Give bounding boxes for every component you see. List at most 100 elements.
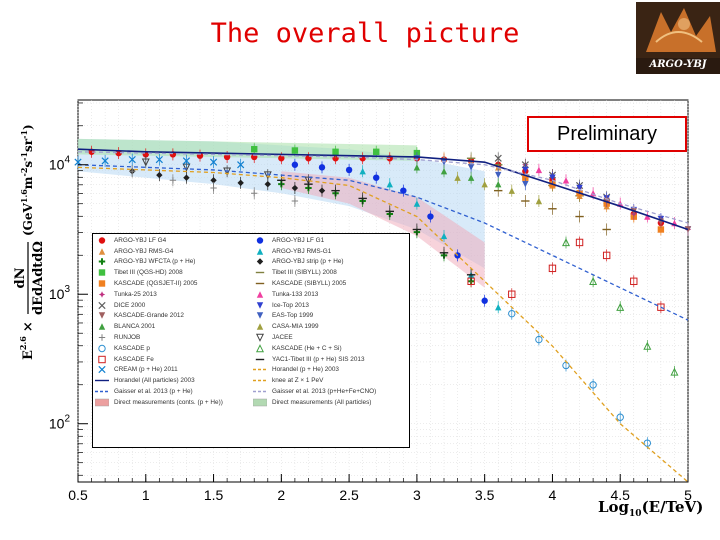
legend-label: Direct measurements (All particles)	[272, 398, 372, 406]
legend-item: KASCADE (He + C + Si)	[253, 343, 407, 354]
legend-item: KASCADE Fe	[95, 354, 249, 365]
data-point	[413, 200, 421, 207]
legend-item: DICE 2000	[95, 300, 249, 311]
legend-label: ARGO-YBJ LF G4	[114, 236, 167, 244]
legend-item: KASCADE p	[95, 343, 249, 354]
xlabel-suffix: (E/TeV)	[641, 498, 704, 516]
legend-symbol-icon	[95, 390, 109, 393]
series-3	[359, 165, 502, 314]
logo-text: ARGO-YBJ	[649, 59, 707, 70]
legend-symbol-icon	[98, 344, 106, 353]
legend-item: CASA-MIA 1999	[253, 321, 407, 332]
legend-marker	[98, 323, 106, 330]
legend-item: Gaisser et al. 2013 (p + He)	[95, 386, 249, 397]
data-point	[101, 157, 109, 165]
legend-marker	[98, 344, 106, 353]
legend-label: ARGO-YBJ RMS-G1	[272, 247, 332, 255]
direct-band-pink	[281, 171, 485, 288]
legend-marker	[98, 366, 106, 374]
data-point	[304, 176, 313, 185]
legend-marker	[98, 247, 106, 255]
series-line	[77, 166, 689, 483]
xlabel-prefix: Log	[598, 498, 630, 516]
data-point	[251, 146, 258, 153]
x-tick-label: 1.5	[204, 487, 224, 503]
data-point	[278, 155, 285, 162]
data-point	[413, 164, 421, 171]
legend-symbol-icon	[255, 282, 265, 285]
ylabel-units-m-exp: -2	[19, 168, 29, 177]
legend-label: ARGO-YBJ LF G1	[272, 236, 325, 244]
ylabel-frac-num: dN	[13, 267, 28, 288]
series-26	[77, 148, 689, 231]
legend-item: JACEE	[253, 332, 407, 343]
legend-item: EAS-Top 1999	[253, 311, 407, 322]
legend-symbol-icon	[98, 355, 106, 363]
legend-item: BLANCA 2001	[95, 321, 249, 332]
data-point	[237, 179, 244, 187]
data-point	[345, 166, 353, 174]
series-29	[77, 151, 689, 224]
data-point	[561, 238, 571, 247]
ylabel-units-sr: sr	[21, 138, 35, 152]
series-22	[467, 236, 665, 314]
ylabel-units-sr-exp: -1	[19, 130, 29, 139]
data-point	[237, 161, 245, 169]
legend-marker	[256, 323, 264, 330]
data-point	[562, 177, 570, 184]
legend-symbol-icon	[98, 247, 106, 255]
legend-symbol-icon	[256, 323, 264, 330]
data-point	[548, 264, 557, 273]
legend-item: ARGO-YBJ RMS-G1	[253, 246, 407, 257]
legend-symbol-icon	[255, 358, 265, 360]
data-point	[467, 164, 475, 171]
legend-symbol-icon	[255, 333, 265, 342]
legend-item: Direct measurements (All particles)	[253, 397, 407, 408]
data-point	[535, 335, 543, 344]
legend-marker	[98, 291, 106, 298]
x-tick-label: 0.5	[68, 487, 88, 503]
legend-label: Tunka-133 2013	[272, 290, 319, 298]
svg-text:E2.6×: E2.6 ×	[18, 321, 36, 360]
data-point	[332, 148, 339, 155]
data-point	[291, 161, 299, 168]
legend-label: KASCADE-Grande 2012	[114, 312, 184, 320]
data-point	[670, 367, 679, 376]
legend-marker	[256, 312, 264, 320]
legend-symbol-icon	[98, 258, 106, 266]
legend-symbol-icon	[98, 269, 106, 276]
data-point	[576, 184, 583, 192]
legend-label: Horandel (All particles) 2003	[114, 377, 195, 385]
data-point	[467, 174, 475, 181]
data-point	[495, 303, 502, 311]
legend-item: Direct measurements (conts. (p + He))	[95, 397, 249, 408]
y-axis-label: E2.6× dN dEdAdtdΩ (GeV1.6m-2s-1sr-1)	[13, 124, 46, 360]
legend-item: CREAM (p + He) 2011	[95, 365, 249, 376]
legend-symbol-icon	[255, 272, 265, 274]
legend-symbol-icon	[256, 291, 264, 298]
data-point	[223, 153, 231, 161]
y-tick-label: 103	[49, 284, 71, 302]
legend-label: JACEE	[272, 334, 293, 342]
data-point	[522, 180, 529, 188]
legend-item: KASCADE-Grande 2012	[95, 311, 249, 322]
legend-item: RUNJOB	[95, 332, 249, 343]
legend-symbol-icon	[95, 398, 109, 407]
legend-item: KASCADE (QGSJET-II) 2005	[95, 278, 249, 289]
data-point	[643, 341, 652, 350]
data-point	[657, 303, 665, 311]
legend-marker	[98, 355, 106, 363]
legend-item: ARGO-YBJ WFCTA (p + He)	[95, 257, 249, 268]
data-point	[508, 309, 516, 318]
legend-label: Tibet III (QGS-HD) 2008	[114, 269, 183, 277]
data-point	[373, 174, 380, 181]
series-line	[77, 148, 689, 231]
data-point	[549, 174, 556, 181]
data-point	[454, 174, 461, 181]
ylabel-prefix: E	[21, 350, 36, 360]
ylabel-units-s-exp: -1	[19, 152, 29, 161]
series-17	[454, 171, 543, 208]
data-point	[210, 177, 217, 184]
legend-label: KASCADE (QGSJET-II) 2005	[114, 280, 198, 288]
legend-band	[253, 398, 267, 407]
